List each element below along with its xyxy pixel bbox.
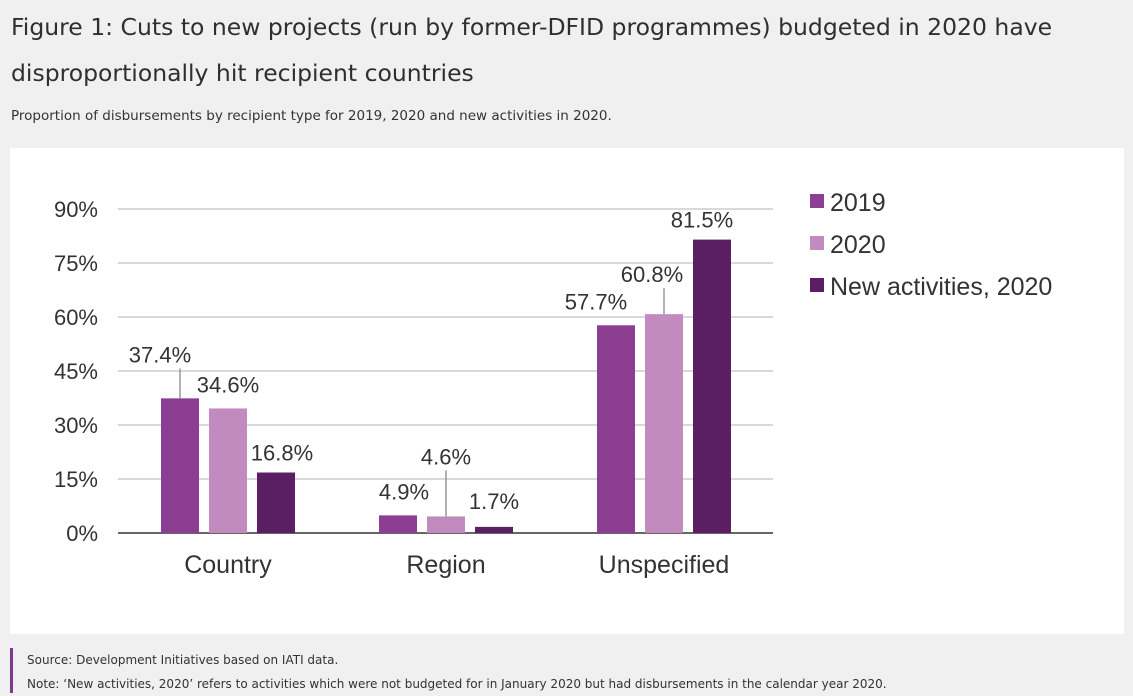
bar-new-activities-2020 — [475, 526, 513, 533]
bar-2019 — [161, 398, 199, 533]
bar-new-activities-2020 — [693, 239, 731, 533]
bar-chart: 0% 15% 30% 45% 60% 75% 90% Country Region Unspeci… — [54, 189, 1052, 579]
y-tick-label: 15% — [54, 467, 98, 492]
page-title: Figure 1: Cuts to new projects (run by f… — [11, 13, 1053, 87]
legend-label: 2020 — [830, 231, 886, 259]
source-note: Source: Development Initiatives based on… — [27, 653, 339, 667]
y-tick-label: 90% — [54, 197, 98, 222]
data-label: 37.4% — [129, 342, 191, 367]
data-label: 16.8% — [251, 441, 313, 466]
legend-label: 2019 — [830, 189, 886, 217]
x-category-label: Unspecified — [599, 551, 730, 579]
bar-2020 — [209, 408, 247, 533]
bar-new-activities-2020 — [257, 472, 295, 533]
data-label: 57.7% — [565, 289, 627, 314]
definition-note: Note: ‘New activities, 2020’ refers to a… — [27, 677, 887, 691]
legend-swatch — [810, 236, 824, 250]
data-label: 81.5% — [671, 208, 733, 233]
data-label: 60.8% — [621, 262, 683, 287]
chart-subtitle: Proportion of disbursements by recipient… — [11, 108, 612, 124]
data-label: 4.9% — [379, 479, 429, 504]
data-label: 1.7% — [469, 489, 519, 514]
x-category-label: Country — [184, 551, 272, 579]
bar-2020 — [645, 314, 683, 533]
y-tick-label: 0% — [66, 521, 98, 546]
bar-2019 — [379, 515, 417, 533]
y-tick-label: 30% — [54, 413, 98, 438]
footnotes: Source: Development Initiatives based on… — [10, 648, 887, 693]
legend-swatch — [810, 194, 824, 208]
legend-swatch — [810, 278, 824, 292]
bar-2019 — [597, 325, 635, 533]
legend-label: New activities, 2020 — [830, 273, 1052, 301]
y-tick-label: 75% — [54, 251, 98, 276]
y-tick-label: 60% — [54, 305, 98, 330]
y-tick-label: 45% — [54, 359, 98, 384]
data-label: 4.6% — [421, 444, 471, 469]
chart-panel: 0% 15% 30% 45% 60% 75% 90% Country Region Unspeci… — [10, 148, 1124, 634]
data-label: 34.6% — [197, 372, 259, 397]
x-category-label: Region — [406, 551, 485, 579]
bar-2020 — [427, 516, 465, 533]
